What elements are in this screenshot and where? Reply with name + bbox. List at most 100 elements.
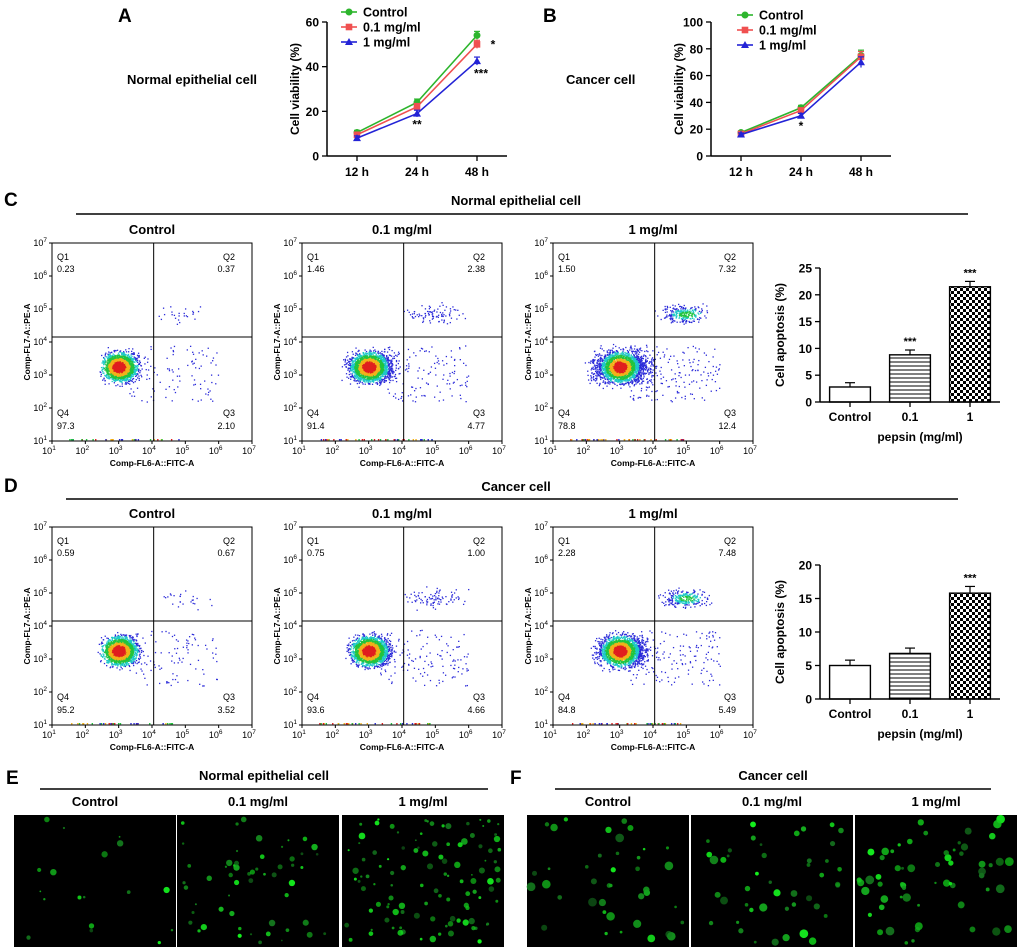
event-dot	[133, 439, 135, 441]
event-dot	[197, 400, 199, 402]
event-dot	[371, 383, 374, 386]
event-dot	[357, 357, 359, 360]
event-dot	[131, 373, 133, 376]
event-dot	[172, 353, 174, 356]
event-dot	[353, 365, 355, 367]
event-dot	[117, 359, 119, 361]
quadrant-q2-label: Q2	[223, 252, 235, 262]
event-dot	[103, 378, 105, 380]
event-dot	[356, 374, 359, 377]
event-dot	[199, 306, 202, 308]
event-dot	[135, 370, 137, 372]
event-dot	[139, 370, 142, 372]
event-dot	[126, 358, 129, 361]
event-dot	[364, 381, 366, 383]
event-dot	[172, 350, 175, 353]
event-dot	[118, 364, 120, 366]
event-dot	[121, 371, 123, 374]
event-dot	[459, 348, 461, 350]
event-dot	[69, 439, 71, 441]
event-dot	[129, 362, 132, 365]
event-dot	[191, 361, 193, 363]
event-dot	[377, 364, 379, 366]
event-dot	[108, 369, 111, 371]
event-dot	[393, 355, 395, 358]
event-dot	[350, 373, 352, 375]
event-dot	[111, 372, 114, 374]
event-dot	[380, 357, 383, 359]
event-dot	[110, 439, 112, 441]
event-dot	[362, 355, 365, 357]
event-dot	[174, 391, 177, 394]
panel-a-side-label: Normal epithelial cell	[127, 72, 257, 87]
event-dot	[374, 366, 376, 368]
event-dot	[384, 376, 386, 378]
event-dot	[121, 367, 124, 370]
event-dot	[117, 357, 119, 359]
event-dot	[114, 349, 116, 352]
event-dot	[361, 381, 363, 384]
event-dot	[355, 347, 357, 349]
event-dot	[108, 383, 110, 385]
event-dot	[110, 359, 113, 361]
event-dot	[121, 354, 123, 356]
event-dot	[133, 364, 135, 366]
event-dot	[129, 379, 132, 382]
event-dot	[116, 369, 118, 371]
event-dot	[377, 356, 379, 358]
event-dot	[366, 373, 368, 375]
event-dot	[465, 401, 467, 403]
event-dot	[107, 358, 109, 361]
event-dot	[386, 360, 388, 362]
event-dot	[117, 378, 119, 380]
event-dot	[355, 372, 357, 374]
event-dot	[133, 395, 136, 397]
event-dot	[117, 363, 120, 365]
event-dot	[366, 381, 368, 383]
event-dot	[453, 370, 456, 373]
event-dot	[126, 365, 128, 368]
event-dot	[373, 376, 376, 379]
event-dot	[442, 399, 445, 401]
event-dot	[132, 363, 134, 365]
event-dot	[108, 370, 110, 372]
event-dot	[131, 362, 133, 365]
event-dot	[191, 375, 193, 377]
event-dot	[125, 364, 127, 366]
event-dot	[354, 371, 357, 373]
event-dot	[114, 373, 117, 375]
event-dot	[387, 358, 389, 361]
event-dot	[366, 377, 368, 379]
event-dot	[111, 357, 113, 359]
legend-marker	[345, 8, 353, 16]
event-dot	[377, 366, 379, 368]
event-dot	[115, 360, 117, 362]
event-dot	[124, 360, 126, 362]
event-dot	[127, 356, 129, 358]
event-dot	[119, 350, 122, 352]
event-dot	[377, 375, 380, 377]
event-dot	[133, 369, 135, 371]
event-dot	[427, 383, 429, 385]
event-dot	[114, 367, 117, 370]
event-dot	[124, 379, 126, 381]
event-dot	[127, 372, 129, 375]
event-dot	[118, 358, 121, 360]
event-dot	[132, 364, 134, 366]
event-dot	[144, 356, 146, 358]
event-dot	[384, 369, 386, 371]
event-dot	[129, 358, 132, 360]
event-dot	[106, 360, 108, 362]
event-dot	[136, 375, 138, 377]
event-dot	[361, 362, 363, 365]
x-tick-label: 106	[209, 445, 223, 456]
event-dot	[161, 439, 163, 441]
event-dot	[81, 439, 83, 441]
event-dot	[351, 360, 353, 362]
event-dot	[387, 356, 389, 359]
panel-letter-a: A	[118, 6, 132, 27]
event-dot	[374, 359, 376, 362]
event-dot	[118, 439, 121, 441]
event-dot	[376, 382, 378, 384]
event-dot	[114, 365, 116, 367]
